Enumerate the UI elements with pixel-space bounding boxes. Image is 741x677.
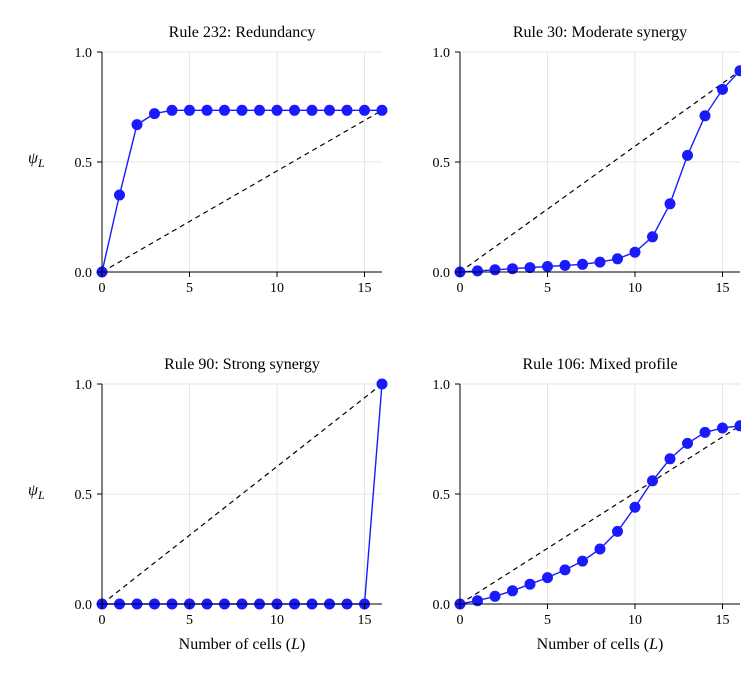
panel-title: Rule 30: Moderate synergy bbox=[460, 24, 740, 42]
data-marker bbox=[167, 105, 177, 115]
data-marker bbox=[543, 573, 553, 583]
panel-title: Rule 90: Strong synergy bbox=[102, 356, 382, 374]
x-axis-label: Number of cells (L) bbox=[460, 636, 740, 654]
chart-svg: 0 5 10 15 0.0 0.5 1.0 bbox=[410, 42, 741, 302]
figure-container: Rule 232: Redundancy0510150.00.51.0ψLRul… bbox=[0, 0, 741, 677]
xtick-label: 0 bbox=[457, 613, 464, 628]
xtick-label: 15 bbox=[716, 281, 730, 296]
xtick-label: 5 bbox=[544, 613, 551, 628]
data-marker bbox=[325, 105, 335, 115]
data-marker bbox=[255, 105, 265, 115]
y-axis-label: ψL bbox=[28, 482, 45, 503]
data-marker bbox=[735, 421, 741, 431]
data-marker bbox=[578, 259, 588, 269]
data-marker bbox=[560, 565, 570, 575]
data-marker bbox=[525, 579, 535, 589]
data-marker bbox=[185, 105, 195, 115]
xtick-label: 0 bbox=[457, 281, 464, 296]
xtick-label: 15 bbox=[358, 613, 372, 628]
data-marker bbox=[220, 105, 230, 115]
chart-panel-3: Rule 106: Mixed profile0510150.00.51.0Nu… bbox=[460, 384, 740, 604]
data-marker bbox=[508, 586, 518, 596]
data-marker bbox=[272, 105, 282, 115]
data-marker bbox=[683, 150, 693, 160]
y-axis-label: ψL bbox=[28, 150, 45, 171]
ytick-label: 0.5 bbox=[433, 488, 451, 503]
xtick-label: 10 bbox=[270, 281, 284, 296]
data-marker bbox=[290, 105, 300, 115]
chart-svg: 0 5 10 15 0.0 0.5 1.0 bbox=[52, 374, 392, 634]
data-marker bbox=[360, 105, 370, 115]
data-marker bbox=[700, 427, 710, 437]
chart-panel-2: Rule 90: Strong synergy0510150.00.51.0ψL… bbox=[102, 384, 382, 604]
chart-panel-1: Rule 30: Moderate synergy0510150.00.51.0 bbox=[460, 52, 740, 272]
data-marker bbox=[735, 66, 741, 76]
xtick-label: 5 bbox=[186, 281, 193, 296]
xtick-label: 5 bbox=[544, 281, 551, 296]
ytick-label: 0.5 bbox=[433, 156, 451, 171]
data-marker bbox=[648, 476, 658, 486]
xtick-label: 5 bbox=[186, 613, 193, 628]
data-marker bbox=[683, 438, 693, 448]
ytick-label: 1.0 bbox=[75, 378, 93, 393]
ytick-label: 0.0 bbox=[75, 266, 93, 281]
data-marker bbox=[665, 454, 675, 464]
data-marker bbox=[648, 232, 658, 242]
data-marker bbox=[560, 260, 570, 270]
reference-line bbox=[460, 426, 740, 604]
data-marker bbox=[202, 105, 212, 115]
xtick-label: 15 bbox=[358, 281, 372, 296]
data-marker bbox=[490, 265, 500, 275]
data-marker bbox=[237, 105, 247, 115]
chart-svg: 0 5 10 15 0.0 0.5 1.0 bbox=[410, 374, 741, 634]
chart-svg: 0 5 10 15 0.0 0.5 1.0 bbox=[52, 42, 392, 302]
panel-title: Rule 106: Mixed profile bbox=[460, 356, 740, 374]
xtick-label: 0 bbox=[99, 613, 106, 628]
data-marker bbox=[700, 111, 710, 121]
data-marker bbox=[473, 266, 483, 276]
ytick-label: 1.0 bbox=[433, 378, 451, 393]
panel-title: Rule 232: Redundancy bbox=[102, 24, 382, 42]
data-marker bbox=[490, 591, 500, 601]
data-marker bbox=[377, 379, 387, 389]
data-marker bbox=[665, 199, 675, 209]
data-marker bbox=[578, 556, 588, 566]
data-marker bbox=[630, 247, 640, 257]
ytick-label: 0.5 bbox=[75, 156, 93, 171]
ytick-label: 0.5 bbox=[75, 488, 93, 503]
xtick-label: 10 bbox=[270, 613, 284, 628]
chart-panel-0: Rule 232: Redundancy0510150.00.51.0ψL bbox=[102, 52, 382, 272]
data-marker bbox=[630, 502, 640, 512]
data-marker bbox=[525, 263, 535, 273]
data-marker bbox=[377, 105, 387, 115]
data-marker bbox=[307, 105, 317, 115]
xtick-label: 0 bbox=[99, 281, 106, 296]
data-marker bbox=[595, 544, 605, 554]
data-marker bbox=[613, 254, 623, 264]
xtick-label: 10 bbox=[628, 281, 642, 296]
ytick-label: 0.0 bbox=[433, 266, 451, 281]
ytick-label: 1.0 bbox=[433, 46, 451, 61]
data-marker bbox=[342, 105, 352, 115]
xtick-label: 10 bbox=[628, 613, 642, 628]
ytick-label: 1.0 bbox=[75, 46, 93, 61]
data-marker bbox=[718, 84, 728, 94]
ytick-label: 0.0 bbox=[433, 598, 451, 613]
xtick-label: 15 bbox=[716, 613, 730, 628]
data-marker bbox=[132, 120, 142, 130]
data-marker bbox=[150, 109, 160, 119]
data-marker bbox=[595, 257, 605, 267]
ytick-label: 0.0 bbox=[75, 598, 93, 613]
data-marker bbox=[543, 262, 553, 272]
data-marker bbox=[613, 526, 623, 536]
reference-line bbox=[102, 110, 382, 272]
data-marker bbox=[718, 423, 728, 433]
x-axis-label: Number of cells (L) bbox=[102, 636, 382, 654]
reference-line bbox=[460, 71, 740, 272]
data-marker bbox=[115, 190, 125, 200]
